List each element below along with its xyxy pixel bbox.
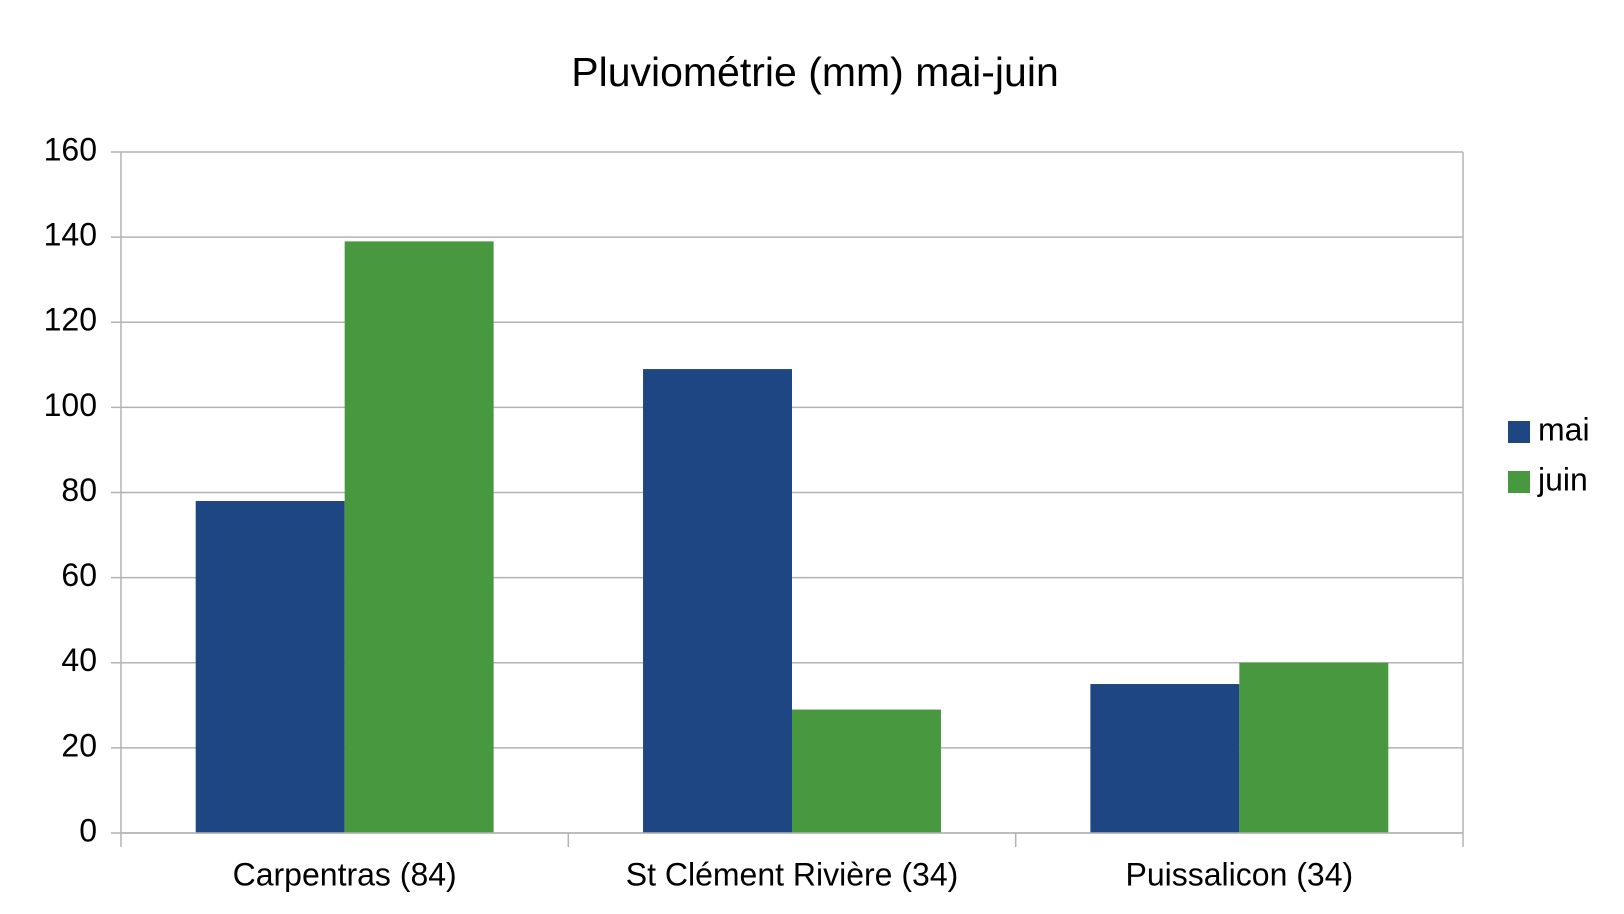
chart-title: Pluviométrie (mm) mai-juin	[571, 49, 1059, 95]
y-tick-label: 20	[61, 727, 97, 763]
y-tick-label: 160	[44, 131, 97, 167]
bar	[344, 241, 494, 834]
legend-swatch	[1508, 471, 1530, 493]
y-tick-label: 80	[61, 472, 97, 508]
y-tick-label: 0	[79, 812, 97, 848]
x-tick-label: Puissalicon (34)	[1126, 856, 1354, 892]
legend-label: mai	[1538, 411, 1590, 447]
bar	[643, 369, 792, 833]
x-tick-label: St Clément Rivière (34)	[626, 856, 959, 892]
bar	[1239, 662, 1389, 833]
y-tick-label: 120	[44, 302, 97, 338]
bar	[1090, 684, 1240, 833]
y-tick-label: 140	[44, 217, 97, 253]
bar	[195, 501, 345, 833]
legend-swatch	[1508, 421, 1530, 443]
y-tick-label: 100	[44, 387, 97, 423]
x-tick-label: Carpentras (84)	[233, 856, 457, 892]
legend-label: juin	[1537, 461, 1588, 497]
bar	[792, 709, 941, 833]
y-tick-label: 60	[61, 557, 97, 593]
y-tick-label: 40	[61, 642, 97, 678]
